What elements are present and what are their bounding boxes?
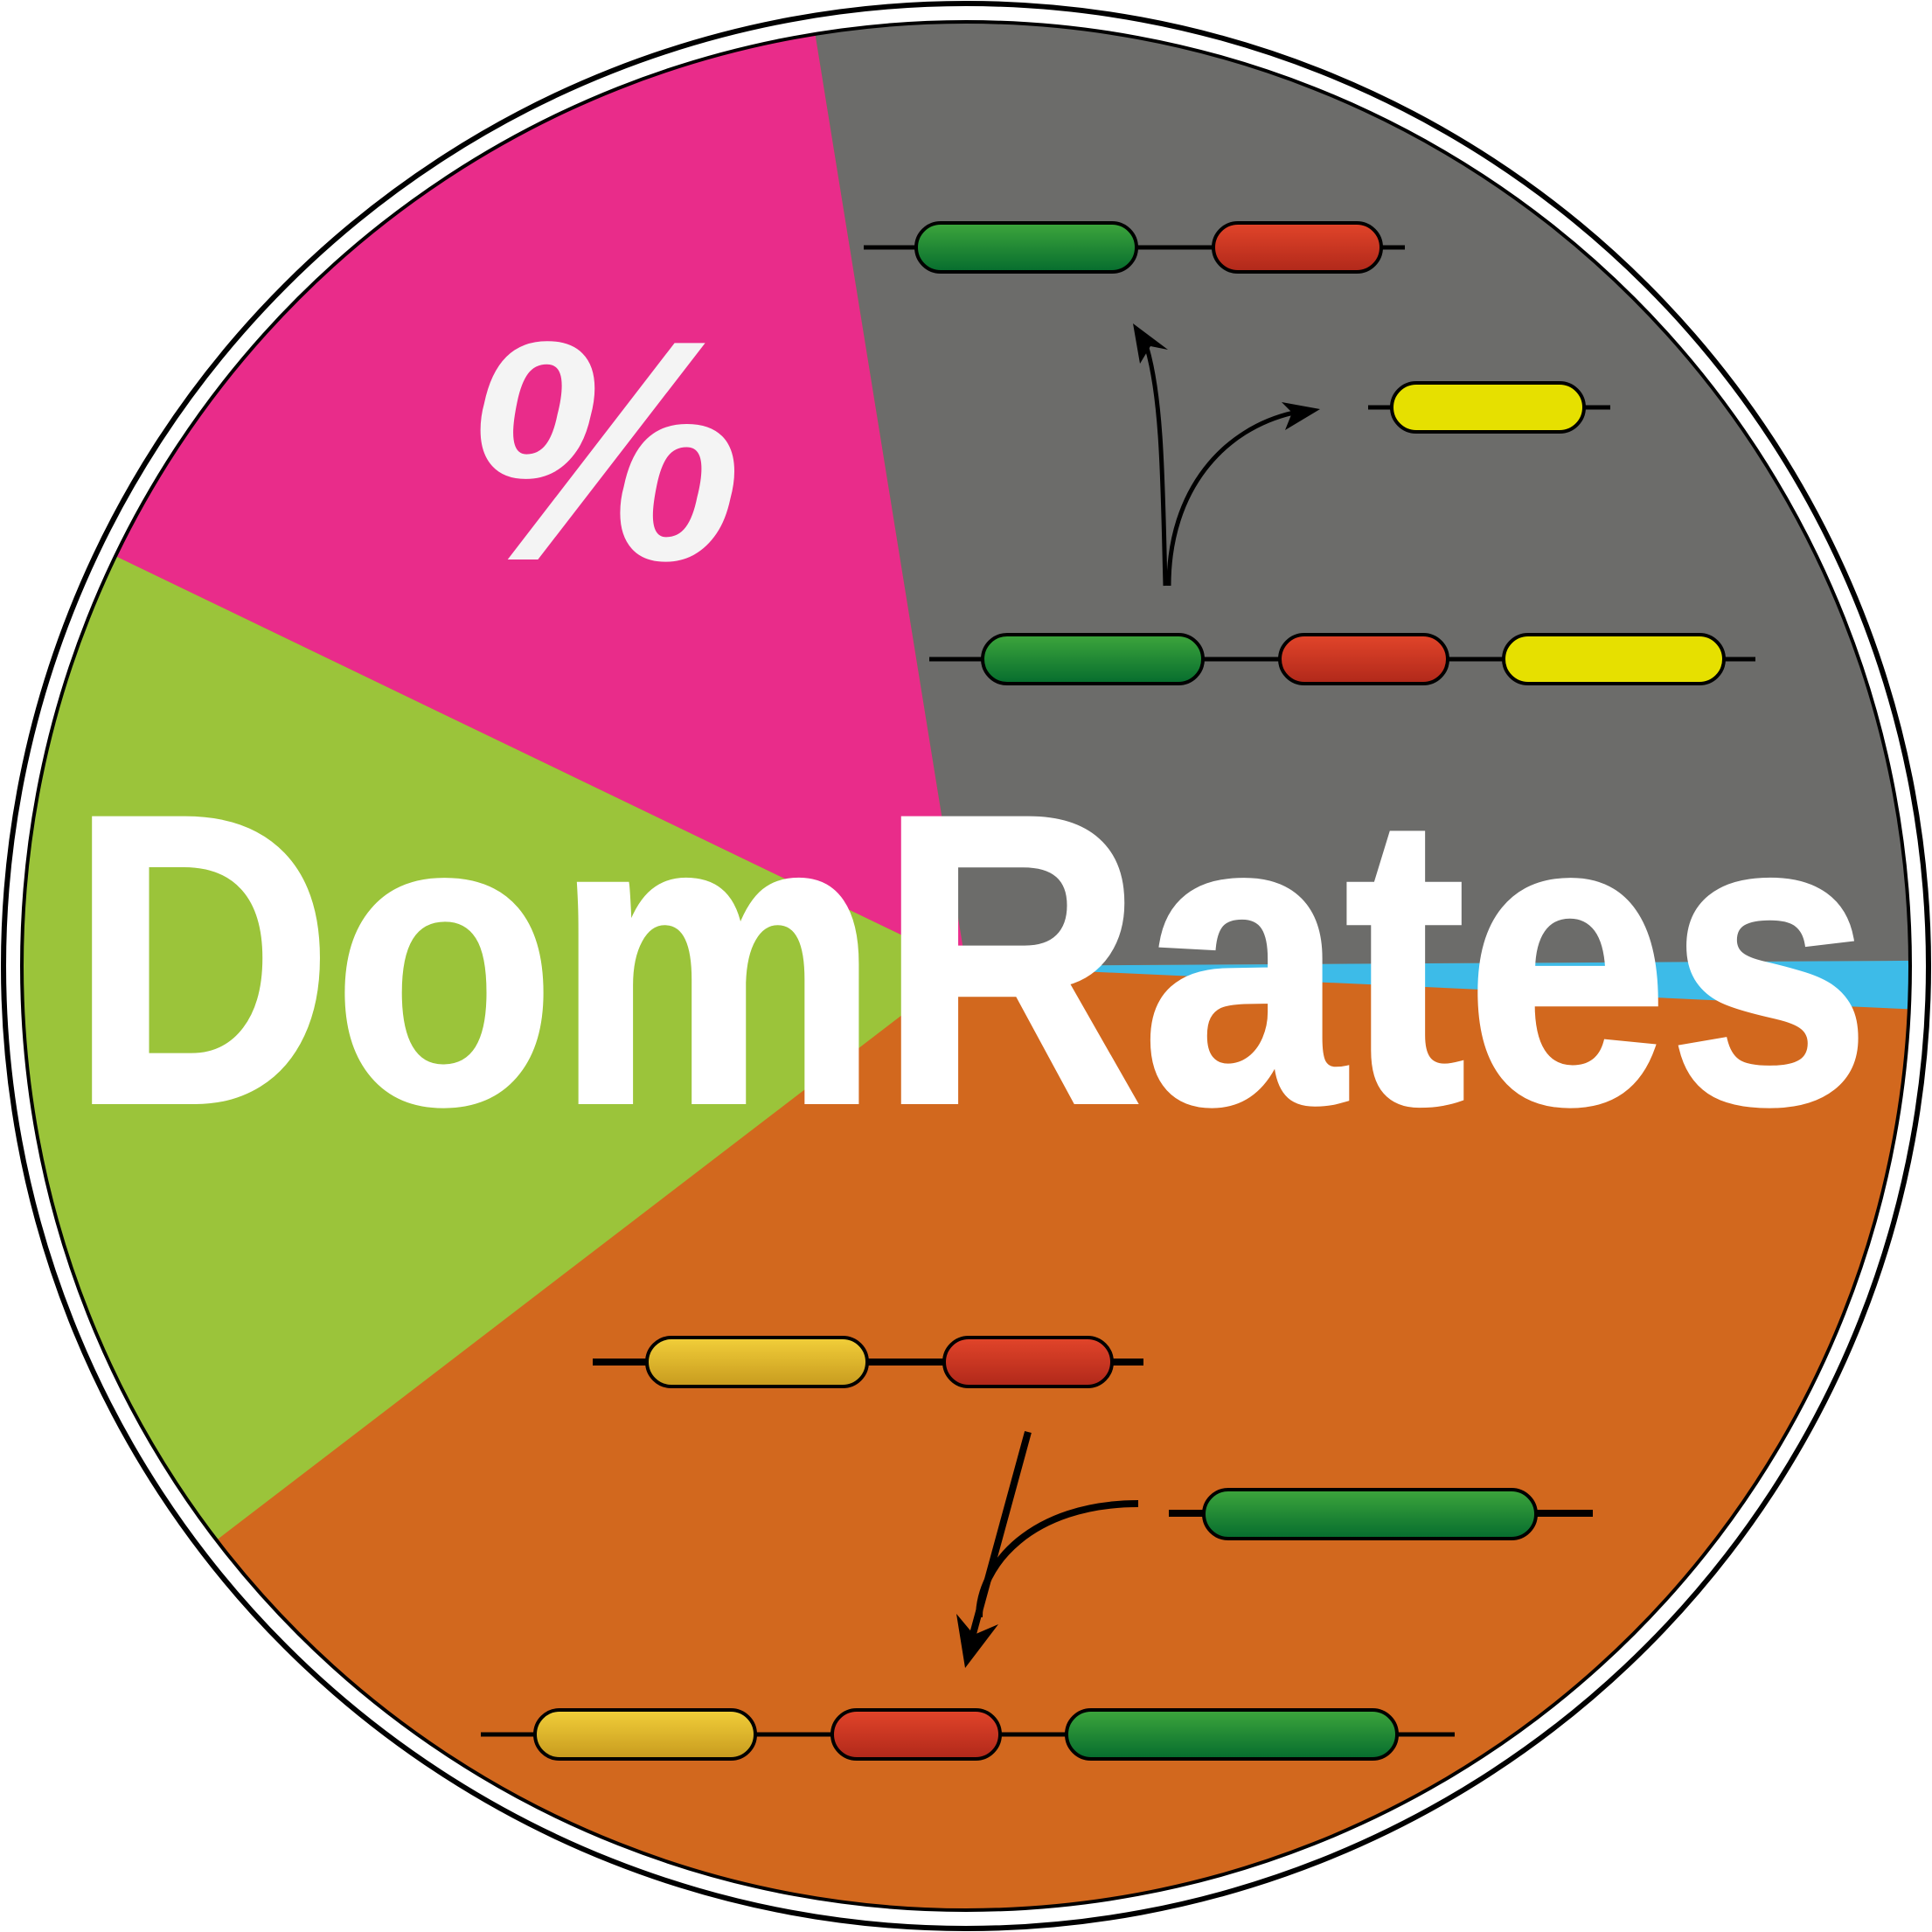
arrow-right: [1166, 410, 1295, 587]
domain-yellow: [1390, 381, 1586, 434]
domain-yellow: [1502, 633, 1726, 685]
domain-gain-diagram: [481, 1336, 1593, 1761]
arrowhead-up: [1133, 323, 1168, 364]
domain-green: [981, 633, 1205, 685]
domain-loss-diagram: [864, 221, 1755, 685]
pie-slice-green: [22, 555, 966, 1748]
domain-red: [1278, 633, 1449, 685]
domain-gold: [645, 1336, 869, 1388]
domain-gold: [533, 1708, 757, 1761]
inner-ring: [20, 20, 1912, 1912]
domain-green: [1065, 1708, 1399, 1761]
domain-red: [942, 1336, 1114, 1388]
arrow-up: [1144, 347, 1168, 587]
arrowhead-down: [956, 1614, 998, 1668]
domain-green: [1202, 1488, 1538, 1540]
domain-green: [914, 221, 1138, 274]
arrow-curve: [976, 1500, 1139, 1618]
logo-title: DomRates: [70, 730, 1871, 1189]
percent-symbol: %: [463, 275, 743, 627]
percent-icon: %: [463, 275, 743, 627]
arrowhead-right: [1282, 402, 1320, 430]
pie-slice-blue: [966, 960, 1910, 1016]
domain-red: [830, 1708, 1002, 1761]
domain-red: [1212, 221, 1383, 274]
